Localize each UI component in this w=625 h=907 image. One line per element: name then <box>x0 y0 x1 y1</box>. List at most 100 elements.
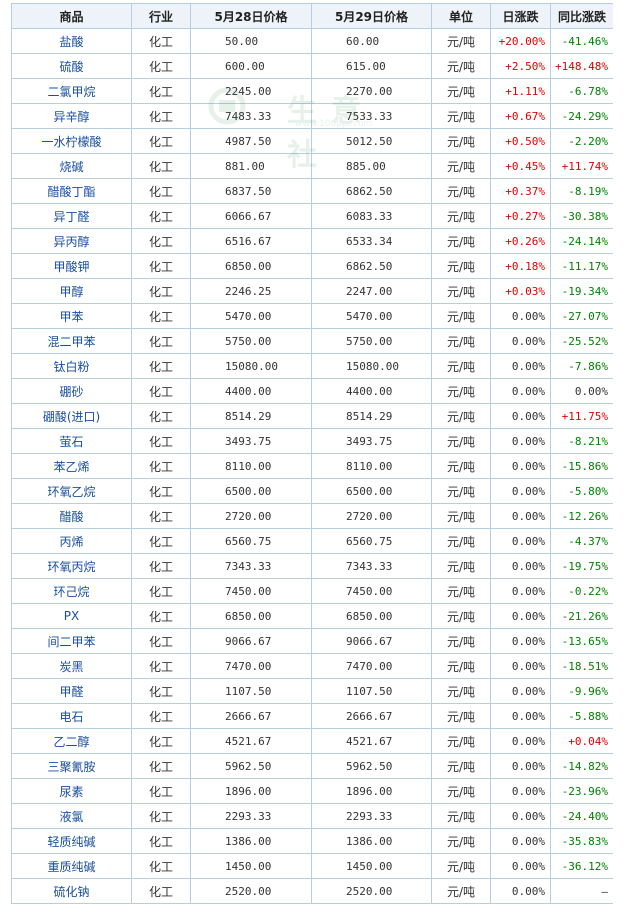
table-row: 硫酸 化工 600.00 615.00 元/吨 +2.50% +148.48% <box>11 53 613 79</box>
industry-cell: 化工 <box>131 878 191 904</box>
header-daily-change[interactable]: 日涨跌 <box>490 3 551 29</box>
commodity-link[interactable]: 盐酸 <box>11 28 132 54</box>
table-row: 盐酸 化工 50.00 60.00 元/吨 +20.00% -41.46% <box>11 28 613 54</box>
commodity-link[interactable]: 丙烯 <box>11 528 132 554</box>
price-may29-cell: 1107.50 <box>311 678 432 704</box>
commodity-link[interactable]: 萤石 <box>11 428 132 454</box>
table-row: 液氯 化工 2293.33 2293.33 元/吨 0.00% -24.40% <box>11 803 613 829</box>
daily-change-cell: 0.00% <box>490 703 551 729</box>
daily-change-cell: 0.00% <box>490 828 551 854</box>
price-may28-cell: 15080.00 <box>190 353 312 379</box>
daily-change-cell: 0.00% <box>490 778 551 804</box>
industry-cell: 化工 <box>131 78 191 104</box>
commodity-link[interactable]: 三聚氰胺 <box>11 753 132 779</box>
commodity-link[interactable]: 混二甲苯 <box>11 328 132 354</box>
industry-cell: 化工 <box>131 753 191 779</box>
industry-cell: 化工 <box>131 53 191 79</box>
header-commodity[interactable]: 商品 <box>11 3 132 29</box>
table-row: 环氧丙烷 化工 7343.33 7343.33 元/吨 0.00% -19.75% <box>11 553 613 579</box>
unit-cell: 元/吨 <box>431 278 491 304</box>
commodity-link[interactable]: 轻质纯碱 <box>11 828 132 854</box>
table-row: 甲苯 化工 5470.00 5470.00 元/吨 0.00% -27.07% <box>11 303 613 329</box>
commodity-link[interactable]: 异丙醇 <box>11 228 132 254</box>
price-may28-cell: 600.00 <box>190 53 312 79</box>
daily-change-cell: +0.03% <box>490 278 551 304</box>
price-may28-cell: 6500.00 <box>190 478 312 504</box>
unit-cell: 元/吨 <box>431 128 491 154</box>
commodity-link[interactable]: 硼酸(进口) <box>11 403 132 429</box>
commodity-link[interactable]: 间二甲苯 <box>11 628 132 654</box>
yoy-change-cell: -21.26% <box>550 603 613 629</box>
price-may28-cell: 50.00 <box>190 28 312 54</box>
price-may29-cell: 2520.00 <box>311 878 432 904</box>
commodity-link[interactable]: 硼砂 <box>11 378 132 404</box>
price-may29-cell: 15080.00 <box>311 353 432 379</box>
price-may28-cell: 6560.75 <box>190 528 312 554</box>
commodity-link[interactable]: 烧碱 <box>11 153 132 179</box>
unit-cell: 元/吨 <box>431 453 491 479</box>
yoy-change-cell: -6.78% <box>550 78 613 104</box>
commodity-link[interactable]: 重质纯碱 <box>11 853 132 879</box>
header-unit[interactable]: 单位 <box>431 3 491 29</box>
commodity-link[interactable]: 钛白粉 <box>11 353 132 379</box>
unit-cell: 元/吨 <box>431 428 491 454</box>
yoy-change-cell: -35.83% <box>550 828 613 854</box>
price-may29-cell: 8110.00 <box>311 453 432 479</box>
price-may29-cell: 6850.00 <box>311 603 432 629</box>
commodity-link[interactable]: 醋酸丁酯 <box>11 178 132 204</box>
unit-cell: 元/吨 <box>431 853 491 879</box>
commodity-link[interactable]: PX <box>11 603 132 629</box>
unit-cell: 元/吨 <box>431 28 491 54</box>
price-may28-cell: 6516.67 <box>190 228 312 254</box>
unit-cell: 元/吨 <box>431 203 491 229</box>
commodity-link[interactable]: 异辛醇 <box>11 103 132 129</box>
daily-change-cell: 0.00% <box>490 678 551 704</box>
table-row: 甲酸钾 化工 6850.00 6862.50 元/吨 +0.18% -11.17% <box>11 253 613 279</box>
price-may29-cell: 1896.00 <box>311 778 432 804</box>
commodity-link[interactable]: 尿素 <box>11 778 132 804</box>
industry-cell: 化工 <box>131 153 191 179</box>
industry-cell: 化工 <box>131 803 191 829</box>
price-may29-cell: 7533.33 <box>311 103 432 129</box>
commodity-link[interactable]: 环己烷 <box>11 578 132 604</box>
price-may29-cell: 6533.34 <box>311 228 432 254</box>
industry-cell: 化工 <box>131 478 191 504</box>
commodity-link[interactable]: 环氧丙烷 <box>11 553 132 579</box>
commodity-link[interactable]: 环氧乙烷 <box>11 478 132 504</box>
commodity-link[interactable]: 甲醇 <box>11 278 132 304</box>
commodity-link[interactable]: 甲酸钾 <box>11 253 132 279</box>
header-price-may29[interactable]: 5月29日价格 <box>311 3 432 29</box>
commodity-link[interactable]: 甲醛 <box>11 678 132 704</box>
header-industry[interactable]: 行业 <box>131 3 191 29</box>
commodity-link[interactable]: 液氯 <box>11 803 132 829</box>
commodity-link[interactable]: 硫酸 <box>11 53 132 79</box>
industry-cell: 化工 <box>131 428 191 454</box>
price-may28-cell: 3493.75 <box>190 428 312 454</box>
industry-cell: 化工 <box>131 678 191 704</box>
commodity-link[interactable]: 苯乙烯 <box>11 453 132 479</box>
commodity-link[interactable]: 二氯甲烷 <box>11 78 132 104</box>
price-may29-cell: 5012.50 <box>311 128 432 154</box>
commodity-link[interactable]: 甲苯 <box>11 303 132 329</box>
commodity-link[interactable]: 醋酸 <box>11 503 132 529</box>
daily-change-cell: +0.45% <box>490 153 551 179</box>
header-yoy-change[interactable]: 同比涨跌 <box>550 3 613 29</box>
industry-cell: 化工 <box>131 828 191 854</box>
header-price-may28[interactable]: 5月28日价格 <box>190 3 312 29</box>
yoy-change-cell: -36.12% <box>550 853 613 879</box>
commodity-link[interactable]: 硫化钠 <box>11 878 132 904</box>
industry-cell: 化工 <box>131 203 191 229</box>
commodity-link[interactable]: 乙二醇 <box>11 728 132 754</box>
table-row: 醋酸 化工 2720.00 2720.00 元/吨 0.00% -12.26% <box>11 503 613 529</box>
industry-cell: 化工 <box>131 578 191 604</box>
daily-change-cell: 0.00% <box>490 803 551 829</box>
commodity-link[interactable]: 炭黑 <box>11 653 132 679</box>
yoy-change-cell: -4.37% <box>550 528 613 554</box>
industry-cell: 化工 <box>131 403 191 429</box>
price-may29-cell: 3493.75 <box>311 428 432 454</box>
commodity-link[interactable]: 电石 <box>11 703 132 729</box>
price-may29-cell: 6500.00 <box>311 478 432 504</box>
price-may28-cell: 8110.00 <box>190 453 312 479</box>
commodity-link[interactable]: 一水柠檬酸 <box>11 128 132 154</box>
commodity-link[interactable]: 异丁醛 <box>11 203 132 229</box>
